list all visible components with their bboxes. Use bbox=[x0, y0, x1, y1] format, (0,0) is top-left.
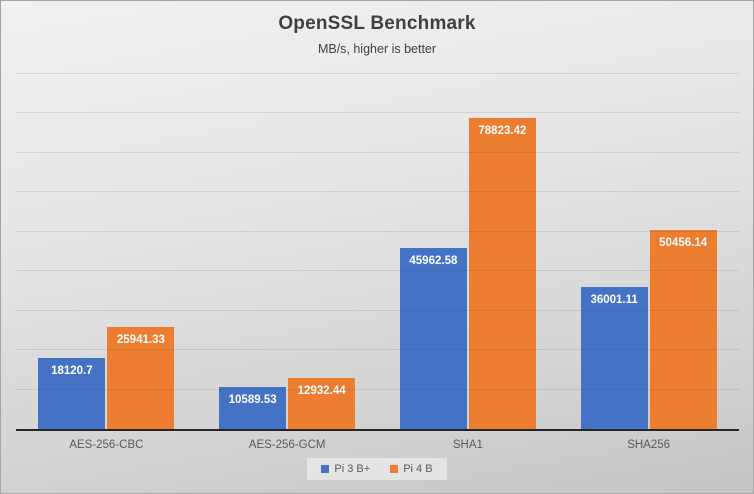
legend-row: Pi 3 B+ Pi 4 B bbox=[1, 458, 753, 480]
legend-label: Pi 3 B+ bbox=[334, 463, 371, 475]
legend-swatch-icon bbox=[390, 465, 399, 473]
legend-item: Pi 3 B+ bbox=[321, 463, 370, 475]
data-label: 36001.11 bbox=[590, 294, 638, 306]
bar: 36001.11 bbox=[580, 287, 648, 429]
bar-group: 36001.11 50456.14 bbox=[558, 74, 739, 429]
plot-area: 18120.7 25941.33 10589.53 12932.44 45962.58 7… bbox=[16, 73, 739, 431]
legend-item: Pi 4 B bbox=[390, 463, 433, 475]
data-label: 25941.33 bbox=[116, 333, 165, 346]
legend-label: Pi 4 B bbox=[403, 463, 433, 475]
data-label: 10589.53 bbox=[228, 394, 277, 407]
x-axis-label: SHA1 bbox=[452, 439, 483, 451]
bar: 45962.58 bbox=[399, 247, 467, 429]
bar-groups: 18120.7 25941.33 10589.53 12932.44 45962.58 7… bbox=[16, 74, 739, 429]
chart-subtitle: MB/s, higher is better bbox=[317, 42, 437, 56]
data-label: 18120.7 bbox=[51, 364, 93, 377]
bar: 50456.14 bbox=[649, 229, 717, 429]
legend-swatch-icon bbox=[321, 465, 330, 473]
data-label: 78823.42 bbox=[478, 125, 527, 138]
chart-title: OpenSSL Benchmark bbox=[278, 13, 476, 34]
bar: 12932.44 bbox=[288, 378, 356, 429]
bar: 18120.7 bbox=[38, 357, 106, 429]
data-label: 50456.14 bbox=[659, 236, 708, 249]
x-axis-label: AES-256-GCM bbox=[248, 439, 326, 451]
bar: 10589.53 bbox=[219, 387, 287, 429]
legend: Pi 3 B+ Pi 4 B bbox=[307, 458, 447, 480]
bar-group: 18120.7 25941.33 bbox=[16, 74, 197, 429]
bar: 78823.42 bbox=[468, 118, 536, 429]
bar-group: 10589.53 12932.44 bbox=[197, 74, 378, 429]
x-axis-label: AES-256-CBC bbox=[69, 439, 144, 451]
bar: 25941.33 bbox=[107, 326, 175, 429]
data-label: 45962.58 bbox=[409, 254, 458, 267]
x-axis-labels: AES-256-CBC AES-256-GCM SHA1 SHA256 bbox=[16, 439, 739, 451]
x-axis-label: SHA256 bbox=[627, 439, 671, 451]
data-label: 12932.44 bbox=[297, 385, 346, 397]
bar-group: 45962.58 78823.42 bbox=[378, 74, 559, 429]
